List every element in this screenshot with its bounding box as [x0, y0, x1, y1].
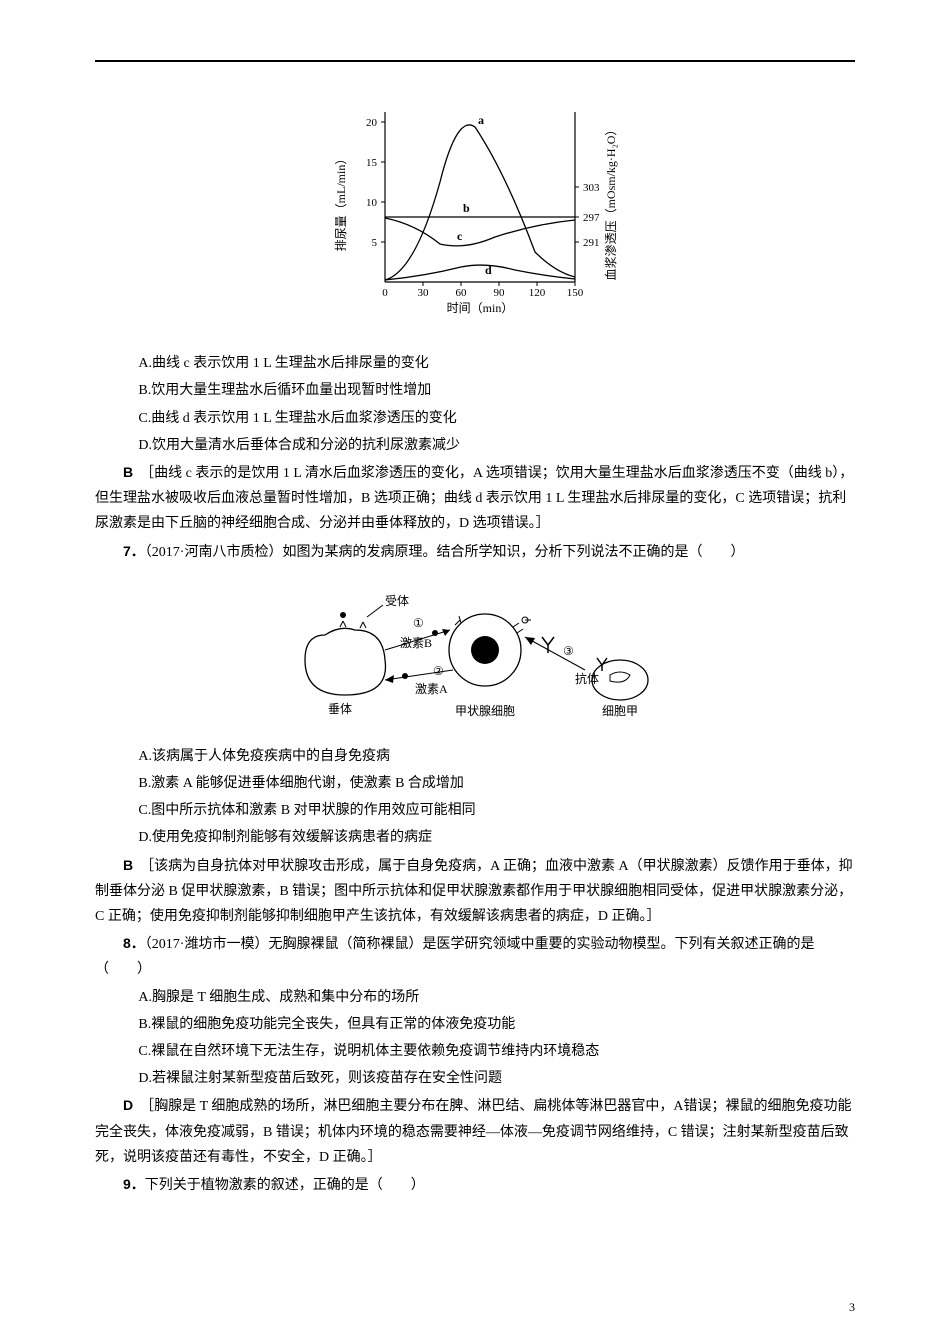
svg-text:303: 303 [583, 182, 600, 194]
q7-answer: B ［该病为自身抗体对甲状腺攻击形成，属于自身免疫病，A 正确；血液中激素 A（… [95, 853, 855, 930]
q8-answer-label: D [123, 1097, 133, 1113]
svg-text:②: ② [433, 664, 444, 678]
svg-text:激素A: 激素A [415, 682, 448, 696]
q9-label: 9． [123, 1176, 145, 1192]
q7-source: （2017·河南八市质检） [145, 545, 283, 560]
svg-text:b: b [463, 201, 470, 215]
q6-answer-text: ［曲线 c 表示的是饮用 1 L 清水后血浆渗透压的变化，A 选项错误；饮用大量… [95, 466, 853, 531]
chart-2: 垂体 受体 激素B ① 激素A ② 甲状腺细胞 [95, 575, 855, 734]
svg-text:激素B: 激素B [400, 636, 432, 650]
q7-stem: 7．（2017·河南八市质检）如图为某病的发病原理。结合所学知识，分析下列说法不… [95, 539, 855, 565]
q8-label: 8． [123, 935, 145, 951]
q6-option-a: A.曲线 c 表示饮用 1 L 生理盐水后排尿量的变化 [95, 351, 855, 376]
q8-option-a: A.胸腺是 T 细胞生成、成熟和集中分布的场所 [95, 985, 855, 1010]
svg-text:③: ③ [563, 644, 574, 658]
svg-text:60: 60 [456, 287, 468, 299]
svg-text:20: 20 [366, 117, 378, 129]
svg-text:90: 90 [494, 287, 506, 299]
svg-text:15: 15 [366, 157, 378, 169]
svg-text:5: 5 [372, 237, 378, 249]
q7-label: 7． [123, 543, 145, 559]
svg-text:时间（min）: 时间（min） [447, 301, 514, 315]
svg-text:①: ① [413, 616, 424, 630]
svg-text:垂体: 垂体 [328, 702, 352, 716]
svg-text:排尿量（mL/min）: 排尿量（mL/min） [334, 153, 348, 252]
q7-text: 如图为某病的发病原理。结合所学知识，分析下列说法不正确的是（ ） [282, 545, 744, 560]
q9-stem: 9．下列关于植物激素的叙述，正确的是（ ） [95, 1172, 855, 1198]
q7-answer-label: B [123, 857, 133, 873]
q8-answer: D ［胸腺是 T 细胞成熟的场所，淋巴细胞主要分布在脾、淋巴结、扁桃体等淋巴器官… [95, 1093, 855, 1170]
svg-text:血浆渗透压（mOsm/kg·H₂O）: 血浆渗透压（mOsm/kg·H₂O） [603, 124, 618, 281]
svg-text:d: d [485, 263, 492, 277]
q8-source: （2017·潍坊市一模） [145, 937, 269, 952]
q8-option-b: B.裸鼠的细胞免疫功能完全丧失，但具有正常的体液免疫功能 [95, 1012, 855, 1037]
q7-option-a: A.该病属于人体免疫疾病中的自身免疫病 [95, 744, 855, 769]
q6-answer: B ［曲线 c 表示的是饮用 1 L 清水后血浆渗透压的变化，A 选项错误；饮用… [95, 460, 855, 537]
q6-option-b: B.饮用大量生理盐水后循环血量出现暂时性增加 [95, 378, 855, 403]
svg-text:297: 297 [583, 212, 600, 224]
q8-option-d: D.若裸鼠注射某新型疫苗后致死，则该疫苗存在安全性问题 [95, 1066, 855, 1091]
svg-text:抗体: 抗体 [575, 671, 599, 686]
q7-option-d: D.使用免疫抑制剂能够有效缓解该病患者的病症 [95, 825, 855, 850]
svg-text:c: c [457, 229, 463, 243]
svg-text:291: 291 [583, 237, 600, 249]
q8-stem: 8．（2017·潍坊市一模）无胸腺裸鼠（简称裸鼠）是医学研究领域中重要的实验动物… [95, 931, 855, 982]
page-number: 3 [849, 1297, 855, 1319]
svg-text:150: 150 [567, 287, 584, 299]
q7-option-c: C.图中所示抗体和激素 B 对甲状腺的作用效应可能相同 [95, 798, 855, 823]
svg-text:10: 10 [366, 197, 378, 209]
svg-text:30: 30 [418, 287, 430, 299]
svg-text:a: a [478, 113, 484, 127]
q9-text: 下列关于植物激素的叙述，正确的是（ ） [145, 1178, 425, 1193]
q7-option-b: B.激素 A 能够促进垂体细胞代谢，使激素 B 合成增加 [95, 771, 855, 796]
svg-text:甲状腺细胞: 甲状腺细胞 [455, 704, 515, 718]
q7-answer-text: ［该病为自身抗体对甲状腺攻击形成，属于自身免疫病，A 正确；血液中激素 A（甲状… [95, 859, 853, 924]
svg-text:细胞甲: 细胞甲 [602, 704, 638, 718]
q6-option-d: D.饮用大量清水后垂体合成和分泌的抗利尿激素减少 [95, 433, 855, 458]
q8-option-c: C.裸鼠在自然环境下无法生存，说明机体主要依赖免疫调节维持内环境稳态 [95, 1039, 855, 1064]
q6-option-c: C.曲线 d 表示饮用 1 L 生理盐水后血浆渗透压的变化 [95, 406, 855, 431]
chart-1: 20 15 10 5 303 297 291 0 30 60 90 12 [95, 102, 855, 341]
header-rule [95, 60, 855, 62]
svg-text:受体: 受体 [385, 594, 409, 608]
svg-text:0: 0 [382, 287, 388, 299]
q8-answer-text: ［胸腺是 T 细胞成熟的场所，淋巴细胞主要分布在脾、淋巴结、扁桃体等淋巴器官中，… [95, 1099, 852, 1164]
svg-text:120: 120 [529, 287, 546, 299]
q6-answer-label: B [123, 464, 133, 480]
